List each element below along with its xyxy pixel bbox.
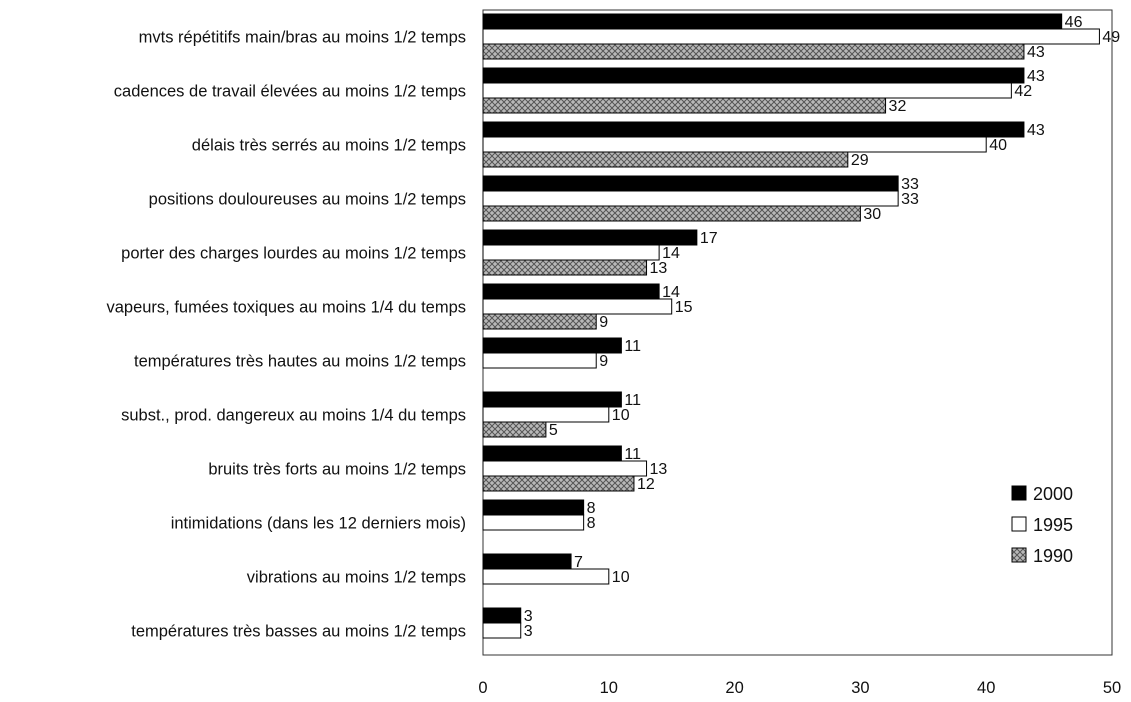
category-label: vibrations au moins 1/2 temps	[247, 569, 466, 587]
value-label-1995: 42	[1014, 83, 1032, 100]
value-label-1990: 12	[637, 476, 655, 493]
legend-label-1990: 1990	[1033, 546, 1073, 566]
bar-1990	[482, 205, 861, 222]
value-label-2000: 11	[624, 392, 641, 409]
legend-label-2000: 2000	[1033, 484, 1073, 504]
category-labels: mvts répétitifs main/bras au moins 1/2 t…	[106, 29, 466, 641]
category-label: bruits très forts au moins 1/2 temps	[208, 461, 466, 479]
value-label-1990: 13	[650, 260, 668, 277]
value-label-1990: 43	[1027, 44, 1045, 61]
value-label-2000: 17	[700, 230, 718, 247]
bar-2000	[482, 13, 1063, 30]
value-label-1995: 40	[989, 137, 1007, 154]
value-label-2000: 11	[624, 338, 641, 355]
bar-1995	[482, 82, 1012, 99]
bar-2000	[482, 175, 899, 192]
legend-swatch-1995	[1011, 516, 1027, 532]
bar-1995	[482, 406, 610, 423]
value-label-2000: 33	[901, 176, 919, 193]
category-label: subst., prod. dangereux au moins 1/4 du …	[121, 407, 466, 425]
category-label: porter des charges lourdes au moins 1/2 …	[121, 245, 466, 263]
bar-1990	[482, 259, 648, 276]
plot-area-frame	[482, 9, 1113, 656]
category-label: vapeurs, fumées toxiques au moins 1/4 du…	[106, 299, 466, 317]
value-label-1995: 8	[587, 515, 596, 532]
value-label-1990: 32	[889, 98, 907, 115]
bar-1990	[482, 421, 547, 438]
bar-2000	[482, 553, 572, 570]
value-label-1995: 49	[1102, 29, 1120, 46]
legend-swatch-1990	[1011, 547, 1027, 563]
bar-1995	[482, 136, 987, 153]
category-label: cadences de travail élevées au moins 1/2…	[114, 83, 466, 101]
value-label-1995: 15	[675, 299, 693, 316]
bars-layer: 4649434342324340293333301714131415911911…	[482, 13, 1120, 640]
value-label-2000: 14	[662, 284, 680, 301]
bar-2000	[482, 121, 1025, 138]
legend-label-1995: 1995	[1033, 515, 1073, 535]
category-label: températures très basses au moins 1/2 te…	[131, 623, 466, 641]
x-tick-label: 0	[478, 679, 487, 697]
value-label-2000: 8	[587, 500, 596, 517]
category-label: intimidations (dans les 12 derniers mois…	[171, 515, 466, 533]
bar-2000	[482, 607, 522, 624]
bar-1990	[482, 475, 635, 492]
category-label: températures très hautes au moins 1/2 te…	[134, 353, 466, 371]
value-label-1995: 14	[662, 245, 680, 262]
bar-1990	[482, 151, 849, 168]
bar-2000	[482, 229, 698, 246]
category-label: positions douloureuses au moins 1/2 temp…	[149, 191, 466, 209]
value-label-1995: 3	[524, 623, 533, 640]
bar-1995	[482, 298, 673, 315]
value-label-1995: 10	[612, 569, 630, 586]
value-label-1995: 9	[599, 353, 608, 370]
value-label-2000: 43	[1027, 122, 1045, 139]
value-label-2000: 11	[624, 446, 641, 463]
value-label-1990: 5	[549, 422, 558, 439]
value-label-1995: 33	[901, 191, 919, 208]
x-tick-label: 30	[851, 679, 869, 697]
value-label-1990: 9	[599, 314, 608, 331]
value-label-2000: 3	[524, 608, 533, 625]
bar-1995	[482, 514, 585, 531]
x-tick-label: 40	[977, 679, 995, 697]
value-label-1990: 30	[863, 206, 881, 223]
x-tick-label: 50	[1103, 679, 1121, 697]
bar-2000	[482, 499, 585, 516]
bar-1995	[482, 28, 1100, 45]
value-label-2000: 43	[1027, 68, 1045, 85]
x-tick-label: 20	[725, 679, 743, 697]
value-label-1995: 10	[612, 407, 630, 424]
category-label: délais très serrés au moins 1/2 temps	[192, 137, 466, 155]
bar-1995	[482, 244, 660, 261]
value-label-2000: 46	[1065, 14, 1083, 31]
bar-2000	[482, 391, 622, 408]
category-label: mvts répétitifs main/bras au moins 1/2 t…	[139, 29, 466, 47]
bar-1995	[482, 352, 597, 369]
bar-1990	[482, 313, 597, 330]
x-tick-label: 10	[600, 679, 618, 697]
bar-1995	[482, 622, 522, 639]
bar-2000	[482, 445, 622, 462]
bar-2000	[482, 67, 1025, 84]
legend-swatch-2000	[1011, 485, 1027, 501]
value-label-1990: 29	[851, 152, 869, 169]
bar-1995	[482, 460, 648, 477]
value-label-1995: 13	[650, 461, 668, 478]
bar-2000	[482, 337, 622, 354]
legend: 2000 1995 1990	[1011, 484, 1073, 566]
bar-1990	[482, 43, 1025, 60]
bar-1995	[482, 568, 610, 585]
bar-2000	[482, 283, 660, 300]
value-label-2000: 7	[574, 554, 583, 571]
bar-1990	[482, 97, 887, 114]
bar-1995	[482, 190, 899, 207]
x-axis-ticks: 0 10 20 30 40 50	[478, 679, 1121, 697]
